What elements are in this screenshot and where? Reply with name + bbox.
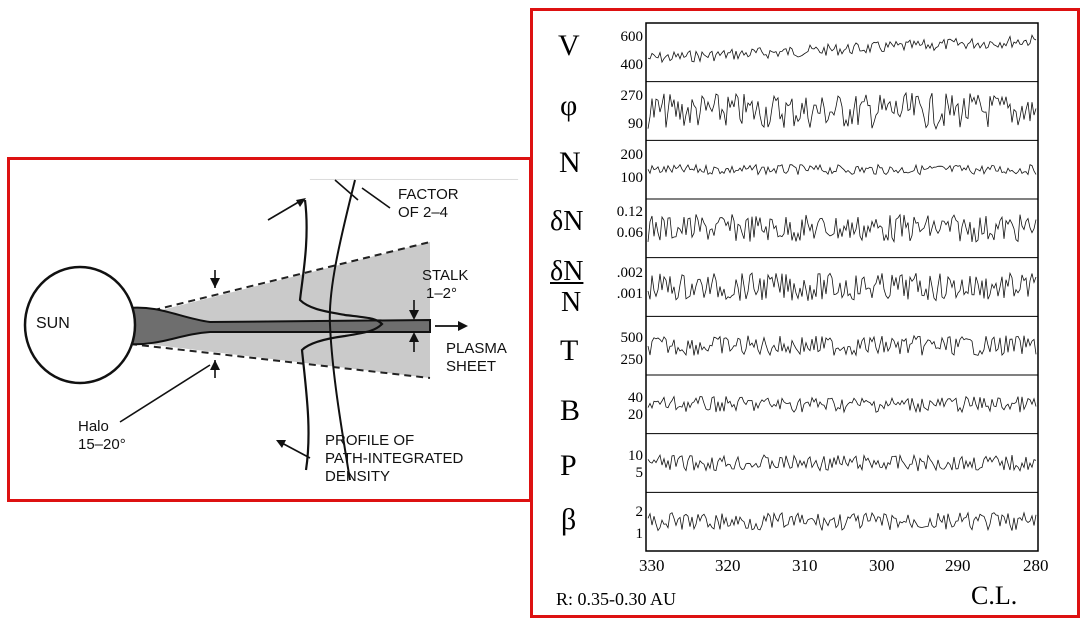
factor-arrow-left (267, 199, 303, 221)
series-trace (647, 334, 1037, 357)
profile-label-2: PATH-INTEGRATED (325, 450, 464, 467)
factor-label-2: OF 2–4 (398, 204, 449, 221)
param-label-dN: δN (550, 206, 584, 237)
series-trace (647, 271, 1037, 302)
sun-disk (23, 265, 137, 385)
xtick-290: 290 (945, 556, 971, 575)
range-label: R: 0.35-0.30 AU (556, 589, 677, 609)
streamer-diagram-panel: ________________________________ (7, 157, 532, 502)
series-trace (647, 91, 1037, 130)
halo-label-2: 15–20° (78, 436, 126, 453)
background-text: ________________________________ (310, 166, 518, 181)
ytick-V-600: 600 (620, 29, 644, 45)
plasma-label-2: SHEET (446, 358, 497, 375)
xtick-280: 280 (1023, 556, 1049, 575)
xtick-310: 310 (792, 556, 818, 575)
param-label-dN-over-N-bottom: N (561, 287, 582, 318)
ytick-phi-90: 90 (628, 116, 643, 132)
halo-arrow-bottom (210, 360, 220, 370)
streamer-diagram (23, 179, 468, 481)
param-label-dN-over-N-top: δN (550, 256, 584, 287)
param-label-P: P (560, 449, 577, 482)
series-trace (647, 453, 1037, 472)
param-label-phi: φ (560, 89, 578, 122)
stalk-arrow-top (409, 310, 419, 320)
param-label-beta: β (561, 503, 577, 536)
halo-region (130, 242, 430, 378)
profile-label-1: PROFILE OF (325, 432, 415, 449)
factor-label-1: FACTOR (398, 186, 459, 203)
factor-leader (361, 187, 391, 209)
series-trace (647, 163, 1037, 176)
param-label-N: N (559, 146, 581, 179)
ytick-N-100: 100 (620, 170, 644, 186)
axis-label-cl: C.L. (971, 581, 1018, 610)
halo-label-1: Halo (78, 418, 109, 435)
ytick-B-40: 40 (628, 390, 643, 406)
ytick-dNN-.002: .002 (616, 265, 643, 281)
ytick-T-500: 500 (620, 330, 644, 346)
plasma-label-1: PLASMA (446, 340, 507, 357)
xtick-330: 330 (639, 556, 665, 575)
series-trace (647, 395, 1037, 414)
series-trace (647, 511, 1037, 532)
param-label-B: B (560, 394, 581, 427)
ytick-P-5: 5 (635, 465, 644, 481)
ytick-dN-0.12: 0.12 (616, 204, 643, 220)
profile-label-3: DENSITY (325, 468, 391, 485)
ytick-V-400: 400 (620, 57, 644, 73)
halo-arrow-top (210, 278, 220, 288)
ytick-N-200: 200 (620, 147, 644, 163)
series-trace (647, 213, 1037, 244)
xtick-300: 300 (869, 556, 895, 575)
plot-frame (645, 22, 1039, 552)
ytick-beta-2: 2 (635, 504, 644, 520)
sun-label: SUN (36, 315, 70, 332)
ytick-dNN-.001: .001 (616, 286, 643, 302)
param-label-T: T (560, 334, 579, 367)
ytick-dN-0.06: 0.06 (616, 225, 643, 241)
reference-arc (328, 179, 356, 481)
time-series-plot (645, 22, 1039, 552)
stalk-label-1: STALK (422, 267, 469, 284)
stalk-label-2: 1–2° (426, 285, 458, 302)
param-label-V: V (558, 29, 580, 62)
series-trace (647, 34, 1037, 64)
stalk-sheet (127, 306, 431, 346)
profile-arrow (276, 440, 286, 448)
stalk-arrow-bottom (409, 332, 419, 342)
ytick-B-20: 20 (628, 407, 643, 423)
sheet-arrow (458, 321, 468, 331)
solar-wind-plot-panel: V φ N δN δN N T B P β 600 400 270 90 200… (530, 8, 1080, 618)
ytick-phi-270: 270 (620, 88, 644, 104)
ytick-P-10: 10 (628, 448, 643, 464)
xtick-320: 320 (715, 556, 741, 575)
halo-lower-edge (129, 343, 431, 379)
ytick-beta-1: 1 (635, 526, 644, 542)
ytick-T-250: 250 (620, 352, 644, 368)
halo-upper-edge (129, 241, 431, 317)
density-profile-curve (298, 199, 384, 471)
